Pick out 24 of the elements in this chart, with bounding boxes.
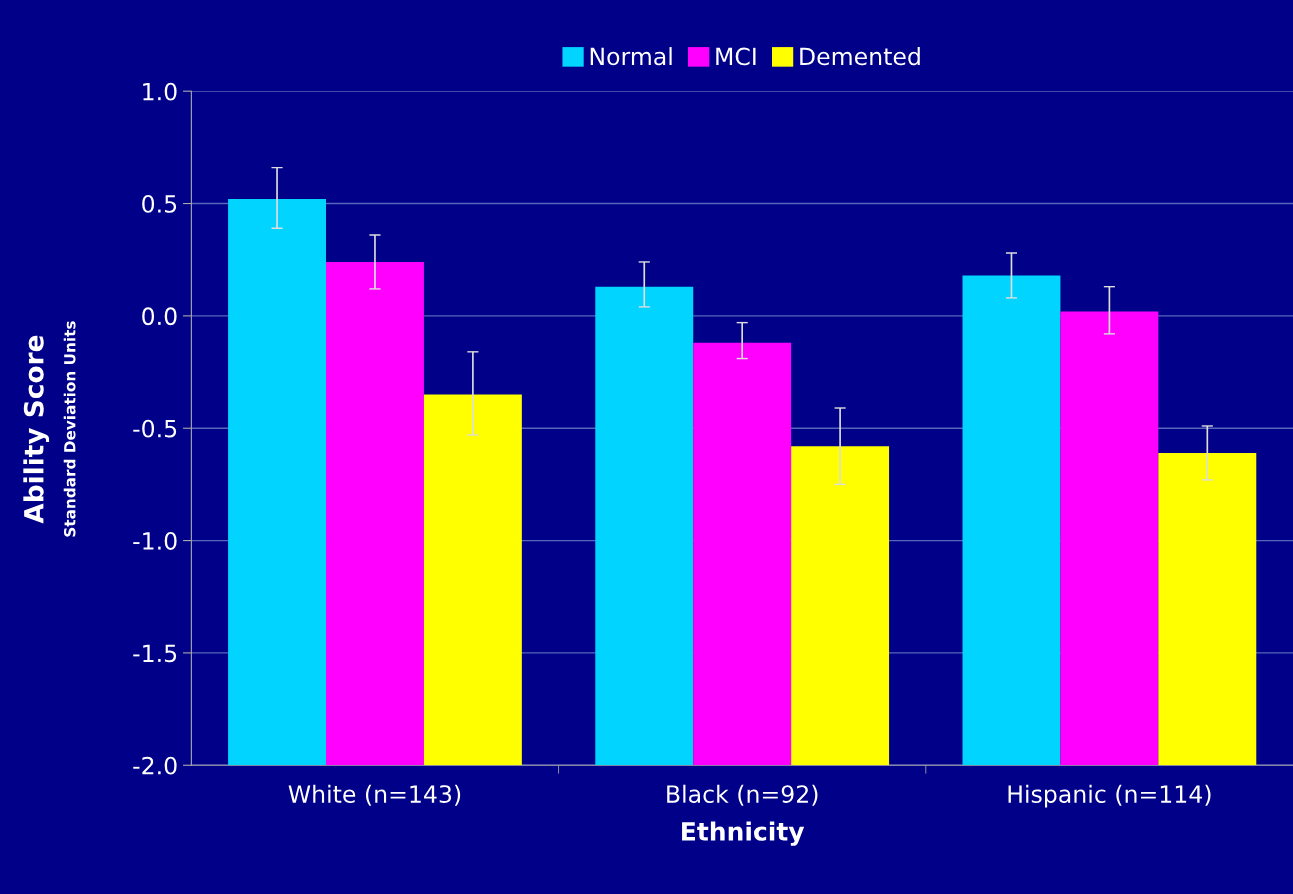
y-tick-label: -1.5 [133, 644, 177, 663]
y-tick-label: 1.0 [143, 82, 177, 101]
bar [1060, 311, 1159, 766]
x-axis-title: Ethnicity [682, 821, 805, 846]
bar [693, 342, 792, 766]
bar [962, 275, 1061, 766]
y-tick-label: 0.5 [142, 194, 177, 213]
x-tick-label: Hispanic (n=114) [1008, 784, 1211, 808]
y-tick-label: -1.0 [133, 532, 177, 550]
y-tick-label: -2.0 [133, 756, 177, 775]
x-tick-label: White (n=143) [288, 784, 461, 806]
legend-label: Demented [800, 47, 920, 66]
bar [228, 199, 327, 766]
y-tick-label: -0.5 [133, 419, 177, 438]
bar [326, 261, 424, 766]
legend-label: Normal [590, 47, 672, 66]
x-tick-label: Black (n=92) [667, 784, 818, 806]
y-axis-title: Ability Score Standard Deviation Units [23, 321, 76, 537]
y-tick-label: 0.0 [142, 307, 177, 326]
bar [791, 446, 890, 766]
bar [423, 394, 522, 766]
bar [1158, 452, 1257, 766]
legend-label: MCI [716, 47, 756, 66]
bar [595, 286, 694, 766]
